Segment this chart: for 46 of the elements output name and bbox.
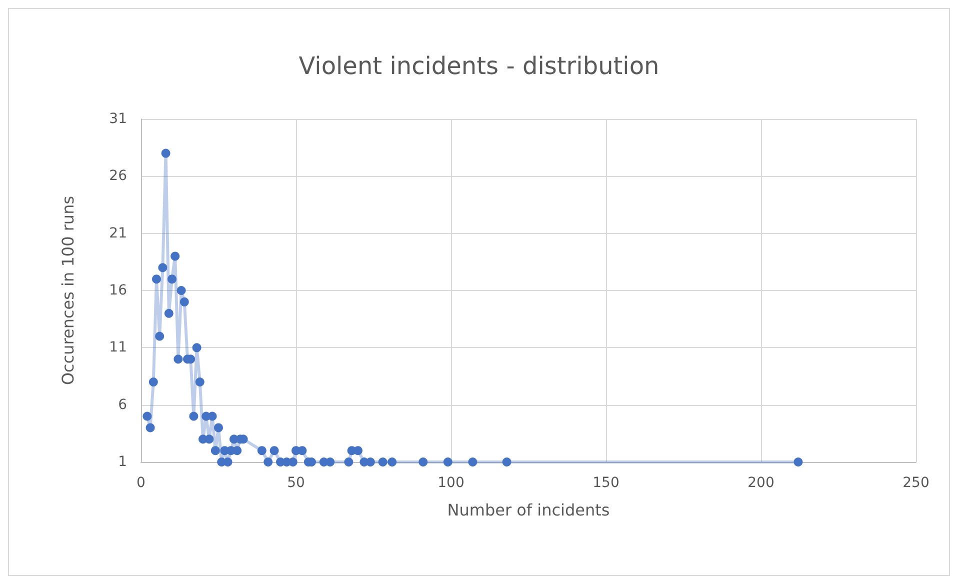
point (152, 274, 161, 284)
x-tick-label: 50 (287, 475, 305, 491)
point (170, 252, 180, 261)
point (264, 458, 273, 466)
point (195, 377, 204, 386)
point (142, 412, 152, 421)
point (388, 458, 397, 466)
point (257, 446, 266, 456)
point (344, 458, 354, 466)
point (176, 286, 186, 295)
point (443, 458, 452, 466)
y-tick-label: 21 (109, 225, 127, 242)
x-tick-label: 200 (748, 475, 774, 491)
point (468, 458, 478, 466)
x-tick-label: 150 (592, 475, 620, 491)
x-tick-label: 0 (136, 475, 146, 491)
point (794, 458, 803, 466)
point (148, 377, 158, 386)
point (214, 423, 223, 432)
y-tick-label: 31 (109, 111, 127, 127)
point (189, 412, 198, 421)
point (146, 423, 155, 432)
y-tick-label: 1 (118, 454, 127, 470)
y-tick-label: 16 (109, 282, 128, 298)
point (378, 458, 388, 466)
point (155, 332, 164, 341)
x-tick-label: 100 (438, 475, 464, 491)
y-tick-label: 11 (109, 340, 127, 356)
point (502, 458, 512, 466)
y-axis-title: Occurences in 100 runs (58, 196, 78, 386)
point (270, 446, 279, 456)
point (168, 274, 176, 284)
point (164, 308, 174, 318)
point (174, 354, 183, 364)
y-tick-label: 26 (109, 168, 128, 184)
point (354, 446, 362, 456)
point (210, 446, 220, 456)
chart-title: Violent incidents - distribution (298, 52, 660, 80)
point (192, 343, 202, 352)
x-tick-label: 250 (902, 475, 930, 491)
point (158, 263, 168, 272)
x-axis-title: Number of incidents (447, 500, 610, 520)
point (180, 297, 189, 306)
y-tick-label: 6 (118, 396, 128, 413)
point (418, 458, 428, 466)
point (161, 148, 170, 158)
